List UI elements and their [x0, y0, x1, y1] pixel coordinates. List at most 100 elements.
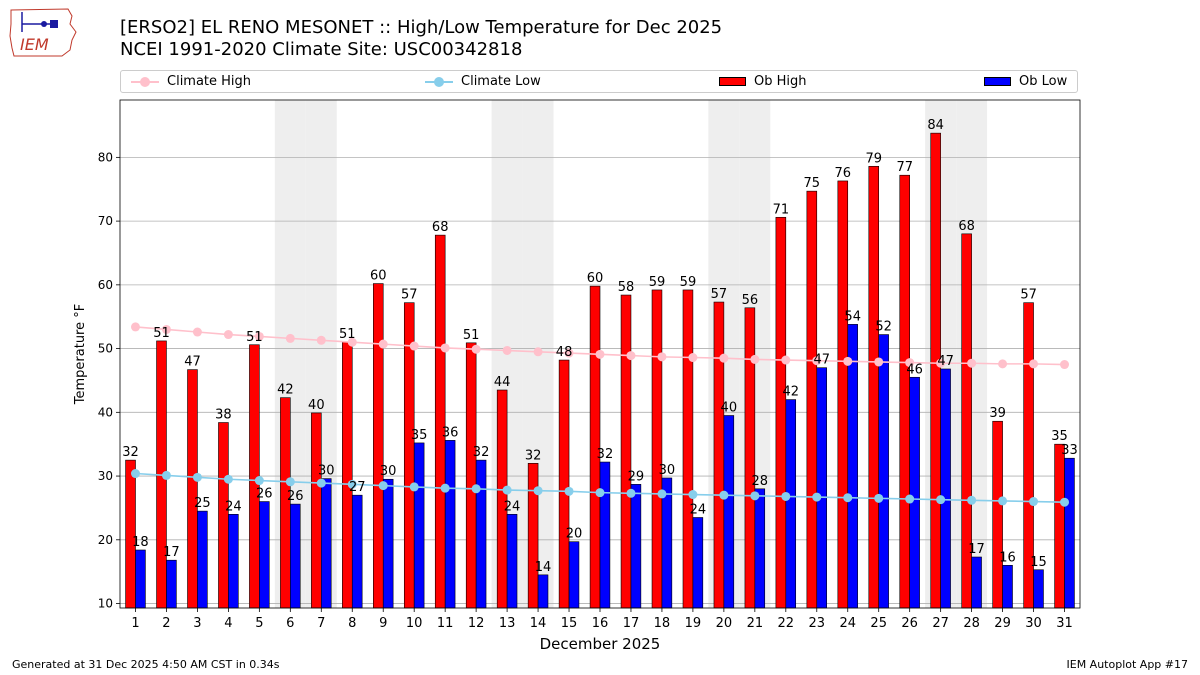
label-ob-high-day-31: 35: [1051, 429, 1068, 444]
label-ob-high-day-9: 60: [370, 269, 387, 284]
footer-app: IEM Autoplot App #17: [1066, 658, 1189, 671]
point-climate-high-day-31: [1060, 360, 1070, 370]
label-ob-high-day-5: 51: [246, 330, 263, 345]
point-climate-high-day-24: [843, 356, 853, 366]
bar-ob-high-day-8: [342, 341, 353, 609]
bar-ob-low-day-30: [1033, 569, 1044, 609]
bar-ob-high-day-17: [620, 294, 632, 609]
bar-ob-low-day-7: [320, 478, 332, 609]
legend-label-climate-high: Climate High: [167, 74, 252, 89]
point-climate-low-day-3: [192, 472, 202, 482]
legend-label-ob-low: Ob Low: [1019, 74, 1068, 89]
legend: Climate High Climate Low Ob High Ob Low: [120, 70, 1078, 93]
label-ob-low-day-5: 26: [256, 487, 273, 502]
legend-item-ob-low: Ob Low: [984, 71, 1067, 92]
point-climate-low-day-22: [781, 491, 791, 501]
label-ob-high-day-13: 44: [494, 375, 511, 390]
point-climate-low-day-16: [595, 488, 605, 498]
point-climate-high-day-7: [316, 335, 326, 345]
ytick-label-60: 60: [98, 278, 113, 292]
point-climate-high-day-9: [378, 339, 388, 349]
legend-line-climate-high: [131, 76, 159, 87]
label-ob-high-day-17: 58: [618, 280, 635, 295]
label-ob-low-day-8: 27: [349, 480, 366, 495]
ytick-label-70: 70: [98, 214, 113, 228]
xtick-label-17: 17: [623, 616, 640, 631]
point-climate-high-day-8: [347, 337, 357, 347]
point-climate-low-day-5: [254, 476, 264, 486]
label-ob-high-day-3: 47: [184, 355, 201, 370]
label-ob-low-day-27: 47: [937, 354, 954, 369]
xtick-label-29: 29: [994, 616, 1011, 631]
xtick-label-16: 16: [592, 616, 609, 631]
point-climate-low-day-18: [657, 489, 667, 499]
x-axis-label: December 2025: [540, 635, 661, 653]
point-climate-low-day-23: [812, 492, 822, 502]
y-axis-label: Temperature °F: [73, 304, 88, 405]
xtick-label-9: 9: [379, 616, 387, 631]
xtick-label-10: 10: [406, 616, 423, 631]
point-climate-high-day-25: [874, 357, 884, 367]
label-ob-high-day-1: 32: [122, 445, 139, 460]
xtick-label-11: 11: [437, 616, 454, 631]
bar-ob-low-day-15: [568, 541, 580, 609]
weekend-shade-day-27: [925, 100, 957, 608]
bar-ob-low-day-28: [971, 556, 982, 609]
xtick-label-13: 13: [499, 616, 516, 631]
bar-ob-low-day-29: [1002, 564, 1013, 609]
xtick-label-12: 12: [468, 616, 485, 631]
bar-ob-low-day-19: [692, 517, 704, 609]
point-climate-high-day-28: [967, 358, 977, 368]
point-climate-low-day-21: [750, 491, 760, 501]
label-ob-low-day-30: 15: [1030, 555, 1047, 570]
point-climate-low-day-17: [626, 488, 636, 498]
point-climate-high-day-14: [533, 347, 543, 357]
point-climate-high-day-6: [285, 333, 295, 343]
line-climate-low: [135, 472, 1065, 503]
label-ob-low-day-7: 30: [318, 464, 335, 479]
bar-ob-high-day-29: [992, 420, 1003, 609]
xtick-label-21: 21: [747, 616, 764, 631]
bar-ob-high-day-31: [1054, 443, 1065, 609]
point-climate-high-day-15: [564, 348, 574, 358]
point-climate-low-day-13: [502, 485, 512, 495]
plot-frame: [119, 99, 1081, 609]
label-ob-low-day-9: 30: [380, 464, 397, 479]
bar-ob-high-day-4: [218, 422, 229, 609]
label-ob-high-day-8: 51: [339, 327, 356, 342]
footer-generated: Generated at 31 Dec 2025 4:50 AM CST in …: [12, 658, 280, 671]
point-climate-low-day-14: [533, 486, 543, 496]
label-ob-high-day-30: 57: [1020, 288, 1037, 303]
bar-ob-low-day-27: [940, 368, 951, 609]
label-ob-low-day-4: 24: [225, 499, 242, 514]
bar-ob-high-day-12: [465, 342, 477, 609]
label-ob-high-day-18: 59: [649, 275, 666, 290]
bar-ob-high-day-19: [682, 289, 694, 609]
xtick-label-27: 27: [932, 616, 949, 631]
weekend-shade-day-21: [739, 100, 771, 608]
point-climate-high-day-21: [750, 354, 760, 364]
ytick-label-20: 20: [98, 533, 113, 547]
point-climate-high-day-19: [688, 353, 698, 363]
xtick-label-15: 15: [561, 616, 578, 631]
title-line-1: [ERSO2] EL RENO MESONET :: High/Low Temp…: [120, 17, 723, 38]
bar-ob-low-day-31: [1064, 457, 1075, 609]
label-ob-high-day-6: 42: [277, 383, 294, 398]
label-ob-low-day-28: 17: [968, 542, 985, 557]
label-ob-high-day-7: 40: [308, 398, 325, 413]
label-ob-low-day-11: 36: [442, 425, 459, 440]
legend-swatch-ob-low: [984, 77, 1011, 86]
xtick-label-28: 28: [963, 616, 980, 631]
legend-label-climate-low: Climate Low: [461, 74, 541, 89]
label-ob-low-day-16: 32: [597, 447, 614, 462]
xtick-label-14: 14: [530, 616, 547, 631]
point-climate-low-day-15: [564, 486, 574, 496]
point-climate-low-day-8: [347, 479, 357, 489]
bar-ob-low-day-6: [290, 503, 301, 609]
point-climate-high-day-10: [409, 341, 419, 351]
bar-ob-high-day-26: [899, 174, 910, 609]
legend-label-ob-high: Ob High: [754, 74, 807, 89]
point-climate-high-day-12: [471, 344, 481, 354]
bar-ob-low-day-2: [166, 559, 177, 609]
bar-ob-high-day-7: [311, 412, 322, 609]
